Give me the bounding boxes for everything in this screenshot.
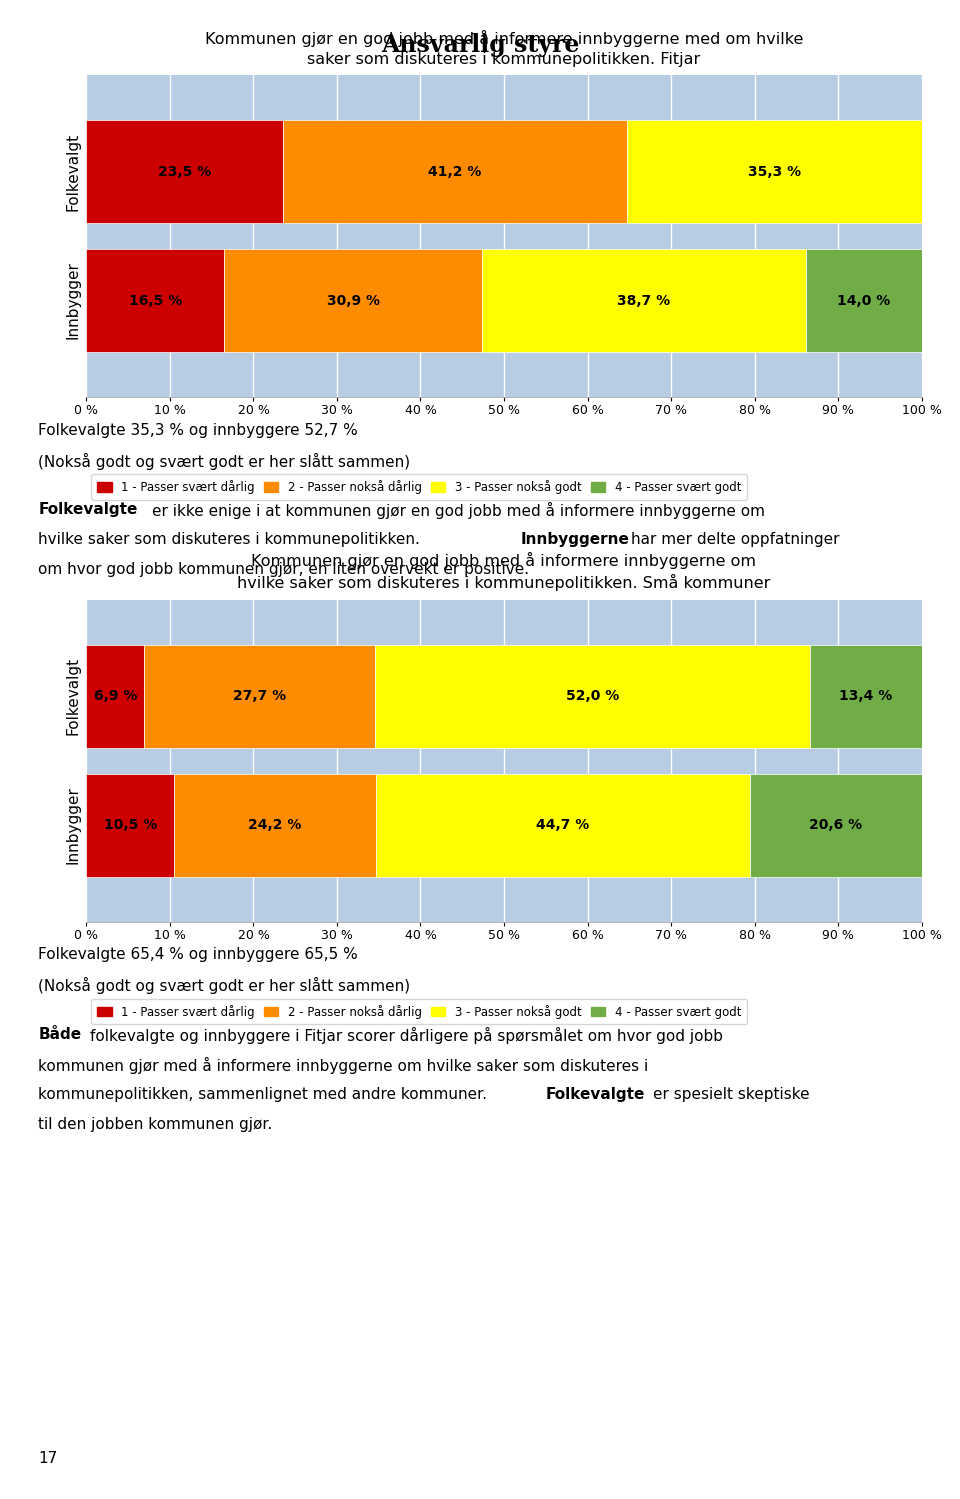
Text: Folkevalgte 35,3 % og innbyggere 52,7 %: Folkevalgte 35,3 % og innbyggere 52,7 % xyxy=(38,423,358,438)
Text: (Nokså godt og svært godt er her slått sammen): (Nokså godt og svært godt er her slått s… xyxy=(38,977,411,994)
Text: Ansvarlig styre: Ansvarlig styre xyxy=(381,33,579,57)
Bar xyxy=(482,249,805,352)
Bar xyxy=(86,773,174,877)
Text: 44,7 %: 44,7 % xyxy=(537,818,589,832)
Text: om hvor god jobb kommunen gjør, en liten overvekt er positive.: om hvor god jobb kommunen gjør, en liten… xyxy=(38,562,530,577)
Bar xyxy=(144,645,375,748)
Legend: 1 - Passer svært dårlig, 2 - Passer nokså dårlig, 3 - Passer nokså godt, 4 - Pas: 1 - Passer svært dårlig, 2 - Passer noks… xyxy=(91,998,747,1024)
Text: 14,0 %: 14,0 % xyxy=(837,294,891,307)
Bar xyxy=(805,249,923,352)
Text: Innbyggerne: Innbyggerne xyxy=(520,532,629,547)
Bar xyxy=(376,773,750,877)
Bar xyxy=(809,645,922,748)
Bar xyxy=(86,645,144,748)
Text: hvilke saker som diskuteres i kommunepolitikken.: hvilke saker som diskuteres i kommunepol… xyxy=(38,532,425,547)
Legend: 1 - Passer svært dårlig, 2 - Passer nokså dårlig, 3 - Passer nokså godt, 4 - Pas: 1 - Passer svært dårlig, 2 - Passer noks… xyxy=(91,474,747,499)
Text: 24,2 %: 24,2 % xyxy=(249,818,301,832)
Bar xyxy=(225,249,482,352)
Text: 23,5 %: 23,5 % xyxy=(157,165,211,178)
Text: har mer delte oppfatninger: har mer delte oppfatninger xyxy=(631,532,839,547)
Text: Folkevalgte: Folkevalgte xyxy=(545,1087,645,1102)
Text: Både: Både xyxy=(38,1027,82,1042)
Bar xyxy=(750,773,922,877)
Text: 52,0 %: 52,0 % xyxy=(565,690,619,703)
Bar xyxy=(375,645,809,748)
Text: 35,3 %: 35,3 % xyxy=(748,165,801,178)
Text: til den jobben kommunen gjør.: til den jobben kommunen gjør. xyxy=(38,1117,273,1132)
Text: Folkevalgte 65,4 % og innbyggere 65,5 %: Folkevalgte 65,4 % og innbyggere 65,5 % xyxy=(38,947,358,962)
Text: 16,5 %: 16,5 % xyxy=(129,294,182,307)
Text: 13,4 %: 13,4 % xyxy=(839,690,892,703)
Text: 10,5 %: 10,5 % xyxy=(104,818,156,832)
Bar xyxy=(86,120,282,223)
Text: 38,7 %: 38,7 % xyxy=(617,294,670,307)
Bar xyxy=(627,120,922,223)
Title: Kommunen gjør en god jobb med å informere innbyggerne med om hvilke
saker som di: Kommunen gjør en god jobb med å informer… xyxy=(204,30,804,67)
Text: 30,9 %: 30,9 % xyxy=(326,294,380,307)
Text: 6,9 %: 6,9 % xyxy=(93,690,137,703)
Bar xyxy=(282,120,627,223)
Text: kommunepolitikken, sammenlignet med andre kommuner.: kommunepolitikken, sammenlignet med andr… xyxy=(38,1087,492,1102)
Text: er ikke enige i at kommunen gjør en god jobb med å informere innbyggerne om: er ikke enige i at kommunen gjør en god … xyxy=(152,502,765,519)
Bar xyxy=(174,773,376,877)
Text: kommunen gjør med å informere innbyggerne om hvilke saker som diskuteres i: kommunen gjør med å informere innbyggern… xyxy=(38,1057,649,1073)
Title: Kommunen gjør en god jobb med å informere innbyggerne om
hvilke saker som diskut: Kommunen gjør en god jobb med å informer… xyxy=(237,552,771,592)
Text: 27,7 %: 27,7 % xyxy=(233,690,286,703)
Text: er spesielt skeptiske: er spesielt skeptiske xyxy=(653,1087,809,1102)
Text: folkevalgte og innbyggere i Fitjar scorer dårligere på spørsmålet om hvor god jo: folkevalgte og innbyggere i Fitjar score… xyxy=(90,1027,723,1043)
Bar xyxy=(86,249,225,352)
Text: (Nokså godt og svært godt er her slått sammen): (Nokså godt og svært godt er her slått s… xyxy=(38,453,411,469)
Text: Folkevalgte: Folkevalgte xyxy=(38,502,138,517)
Text: 41,2 %: 41,2 % xyxy=(428,165,481,178)
Text: 17: 17 xyxy=(38,1451,58,1466)
Text: 20,6 %: 20,6 % xyxy=(809,818,862,832)
